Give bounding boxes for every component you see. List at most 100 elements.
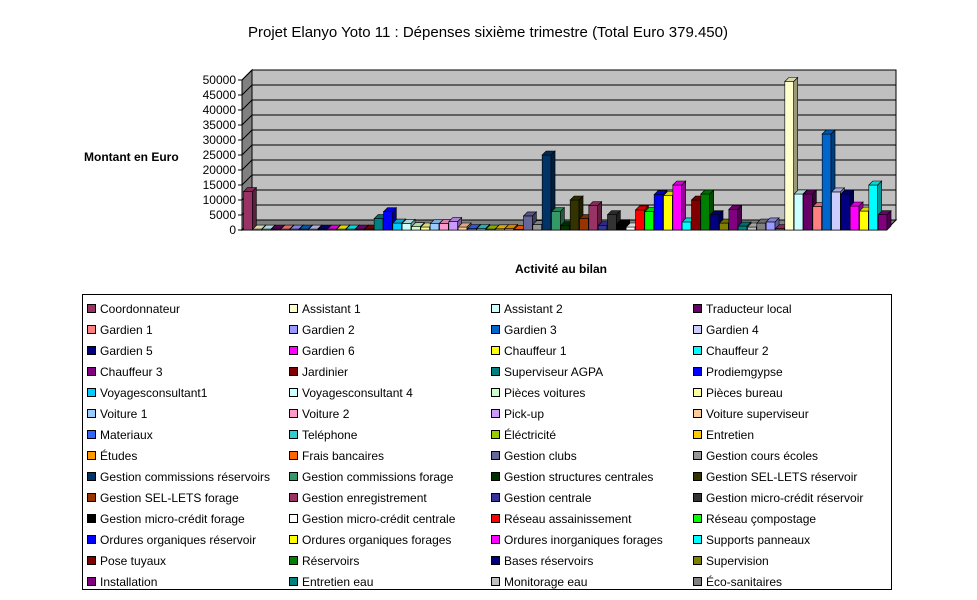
- legend-label: Supports panneaux: [706, 532, 811, 547]
- legend-label: Gestion commissions forage: [302, 469, 454, 484]
- legend-item: Jardinier: [289, 361, 491, 382]
- legend-item: Gestion enregistrement: [289, 487, 491, 508]
- legend-item: Gardien 4: [693, 319, 895, 340]
- legend-item: Gestion SEL-LETS réservoir: [693, 466, 895, 487]
- legend-swatch: [491, 556, 500, 565]
- legend-item: Materiaux: [87, 424, 289, 445]
- legend-item: Traducteur local: [693, 298, 895, 319]
- legend-label: Éco-sanitaires: [706, 574, 783, 589]
- legend-swatch: [289, 472, 298, 481]
- legend-swatch: [693, 514, 702, 523]
- legend-swatch: [87, 430, 96, 439]
- legend-label: Entretien eau: [302, 574, 374, 589]
- legend-swatch: [693, 577, 702, 586]
- legend-label: Gestion centrale: [504, 490, 592, 505]
- legend-label: Chauffeur 1: [504, 343, 567, 358]
- legend-swatch: [693, 556, 702, 565]
- legend-label: Installation: [100, 574, 158, 589]
- legend-label: Entretien: [706, 427, 755, 442]
- y-tick-label: 35000: [203, 118, 237, 132]
- legend-item: Éléctricité: [491, 424, 693, 445]
- legend-label: Assistant 2: [504, 301, 563, 316]
- legend-label: Ordures organiques forages: [302, 532, 452, 547]
- chart-title: Projet Elanyo Yoto 11 : Dépenses sixième…: [248, 24, 728, 41]
- legend-label: Gestion clubs: [504, 448, 577, 463]
- legend-item: Éco-sanitaires: [693, 571, 895, 592]
- legend-swatch: [87, 346, 96, 355]
- legend-swatch: [87, 325, 96, 334]
- legend-label: Supervision: [706, 553, 769, 568]
- legend-item: Superviseur AGPA: [491, 361, 693, 382]
- legend-label: Gardien 4: [706, 322, 759, 337]
- legend-label: Gardien 1: [100, 322, 153, 337]
- legend-item: Gestion micro-crédit réservoir: [693, 487, 895, 508]
- legend-item: Gestion micro-crédit forage: [87, 508, 289, 529]
- legend-label: Traducteur local: [706, 301, 792, 316]
- legend-swatch: [87, 577, 96, 586]
- legend-label: Gestion structures centrales: [504, 469, 654, 484]
- legend-item: Supervision: [693, 550, 895, 571]
- legend-swatch: [87, 514, 96, 523]
- legend-swatch: [289, 493, 298, 502]
- legend-label: Teléphone: [302, 427, 358, 442]
- legend-label: Ordures organiques réservoir: [100, 532, 257, 547]
- legend-swatch: [289, 388, 298, 397]
- legend-item: Ordures organiques forages: [289, 529, 491, 550]
- legend-swatch: [87, 367, 96, 376]
- legend-swatch: [693, 535, 702, 544]
- y-tick-label: 5000: [209, 208, 236, 222]
- legend-label: Assistant 1: [302, 301, 361, 316]
- legend-swatch: [289, 535, 298, 544]
- legend-swatch: [289, 514, 298, 523]
- legend-item: Réseau assainissement: [491, 508, 693, 529]
- legend-item: Gestion commissions forage: [289, 466, 491, 487]
- legend-item: Études: [87, 445, 289, 466]
- legend-item: Assistant 1: [289, 298, 491, 319]
- legend-swatch: [87, 472, 96, 481]
- legend-label: Réseau çompostage: [706, 511, 817, 526]
- legend-item: Assistant 2: [491, 298, 693, 319]
- gridline: [241, 174, 896, 186]
- legend-swatch: [289, 430, 298, 439]
- legend-label: Gestion commissions réservoirs: [100, 469, 271, 484]
- legend-label: Pose tuyaux: [100, 553, 167, 568]
- legend-item: Ordures organiques réservoir: [87, 529, 289, 550]
- bar: [504, 223, 519, 231]
- legend-label: Gestion enregistrement: [302, 490, 427, 505]
- legend-swatch: [693, 472, 702, 481]
- legend-swatch: [87, 535, 96, 544]
- legend-item: Chauffeur 2: [693, 340, 895, 361]
- legend-item: Voyagesconsultant 4: [289, 382, 491, 403]
- legend-label: Éléctricité: [504, 427, 557, 442]
- x-axis-label: Activité au bilan: [515, 262, 607, 276]
- legend-label: Pièces voitures: [504, 385, 586, 400]
- legend-label: Gardien 3: [504, 322, 557, 337]
- y-tick-label: 20000: [203, 163, 237, 177]
- legend-item: Gestion micro-crédit centrale: [289, 508, 491, 529]
- legend-swatch: [491, 367, 500, 376]
- legend-item: Coordonnateur: [87, 298, 289, 319]
- legend-swatch: [289, 367, 298, 376]
- legend-item: Bases réservoirs: [491, 550, 693, 571]
- gridline: [241, 69, 896, 81]
- y-axis-ticks: 0500010000150002000025000300003500040000…: [203, 73, 243, 237]
- legend-label: Gardien 2: [302, 322, 355, 337]
- legend-swatch: [289, 304, 298, 313]
- legend-item: Installation: [87, 571, 289, 592]
- legend-swatch: [491, 493, 500, 502]
- legend-item: Gestion centrale: [491, 487, 693, 508]
- legend-swatch: [289, 346, 298, 355]
- legend-swatch: [693, 388, 702, 397]
- y-tick-label: 15000: [203, 178, 237, 192]
- legend-swatch: [491, 535, 500, 544]
- legend-item: Chauffeur 3: [87, 361, 289, 382]
- y-tick-label: 45000: [203, 88, 237, 102]
- legend-swatch: [87, 493, 96, 502]
- legend-swatch: [289, 451, 298, 460]
- legend-item: Chauffeur 1: [491, 340, 693, 361]
- legend-swatch: [87, 451, 96, 460]
- gridline: [241, 84, 896, 96]
- y-tick-label: 0: [229, 223, 236, 237]
- bars: [242, 76, 892, 231]
